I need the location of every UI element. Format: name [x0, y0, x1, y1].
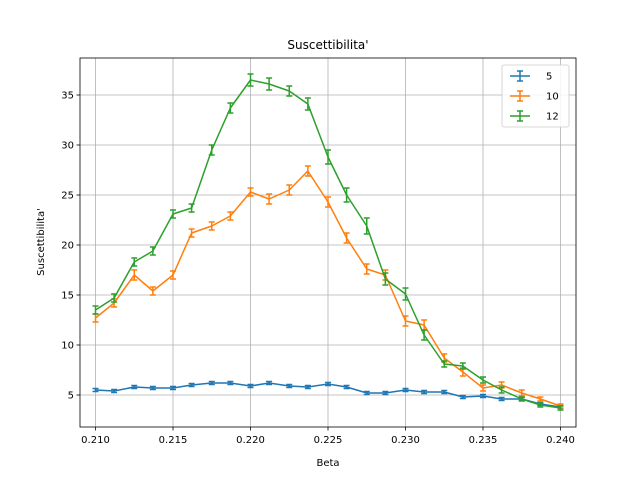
legend-item: 12 [510, 110, 559, 123]
ticks: 0.210 0.215 0.220 0.225 0.230 0.235 0.240 5 10 15… [61, 91, 575, 447]
series-12 [92, 73, 564, 411]
legend-label: 5 [546, 72, 552, 83]
legend-item: 5 [510, 70, 552, 83]
x-tick-label: 0.240 [546, 435, 575, 446]
y-tick-label: 15 [61, 291, 74, 302]
x-tick-label: 0.220 [236, 435, 265, 446]
legend-label: 10 [546, 92, 559, 103]
legend-label: 12 [546, 112, 559, 123]
y-tick-label: 30 [61, 141, 74, 152]
y-tick-label: 20 [61, 241, 74, 252]
series-line [95, 79, 561, 409]
x-tick-label: 0.210 [81, 435, 110, 446]
y-tick-label: 25 [61, 191, 74, 202]
y-tick-label: 35 [61, 91, 74, 102]
x-tick-label: 0.230 [391, 435, 420, 446]
chart-title: Suscettibilita' [287, 38, 368, 52]
legend-item: 10 [510, 90, 559, 103]
x-tick-label: 0.235 [469, 435, 498, 446]
x-tick-label: 0.215 [159, 435, 188, 446]
grid [80, 58, 576, 427]
y-axis-label: Suscettibilita' [36, 208, 47, 276]
y-tick-label: 5 [68, 391, 74, 402]
x-tick-label: 0.225 [314, 435, 343, 446]
x-axis-label: Beta [316, 458, 339, 469]
legend: 5 10 12 [501, 64, 570, 128]
series-layer [92, 73, 564, 411]
series-line [95, 382, 561, 408]
series-line [95, 170, 561, 407]
y-tick-label: 10 [61, 341, 74, 352]
